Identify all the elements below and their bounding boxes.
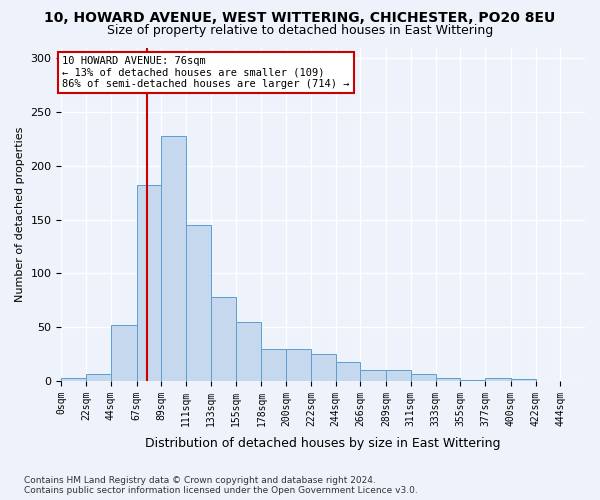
Bar — [211, 297, 236, 381]
Bar — [286, 348, 311, 381]
Bar — [311, 354, 335, 381]
Bar — [86, 374, 111, 381]
Text: Contains HM Land Registry data © Crown copyright and database right 2024.
Contai: Contains HM Land Registry data © Crown c… — [24, 476, 418, 495]
Y-axis label: Number of detached properties: Number of detached properties — [15, 126, 25, 302]
Bar — [236, 322, 262, 381]
Bar — [335, 362, 360, 381]
Text: Size of property relative to detached houses in East Wittering: Size of property relative to detached ho… — [107, 24, 493, 37]
Bar — [460, 380, 485, 381]
Bar — [61, 378, 86, 381]
Bar — [411, 374, 436, 381]
Bar — [262, 348, 286, 381]
Bar — [436, 378, 460, 381]
Bar — [511, 379, 536, 381]
Bar — [161, 136, 186, 381]
X-axis label: Distribution of detached houses by size in East Wittering: Distribution of detached houses by size … — [145, 437, 501, 450]
Text: 10 HOWARD AVENUE: 76sqm
← 13% of detached houses are smaller (109)
86% of semi-d: 10 HOWARD AVENUE: 76sqm ← 13% of detache… — [62, 56, 349, 90]
Bar — [360, 370, 386, 381]
Bar — [485, 378, 511, 381]
Bar — [111, 325, 137, 381]
Bar — [386, 370, 411, 381]
Bar — [186, 225, 211, 381]
Bar — [137, 185, 161, 381]
Text: 10, HOWARD AVENUE, WEST WITTERING, CHICHESTER, PO20 8EU: 10, HOWARD AVENUE, WEST WITTERING, CHICH… — [44, 12, 556, 26]
